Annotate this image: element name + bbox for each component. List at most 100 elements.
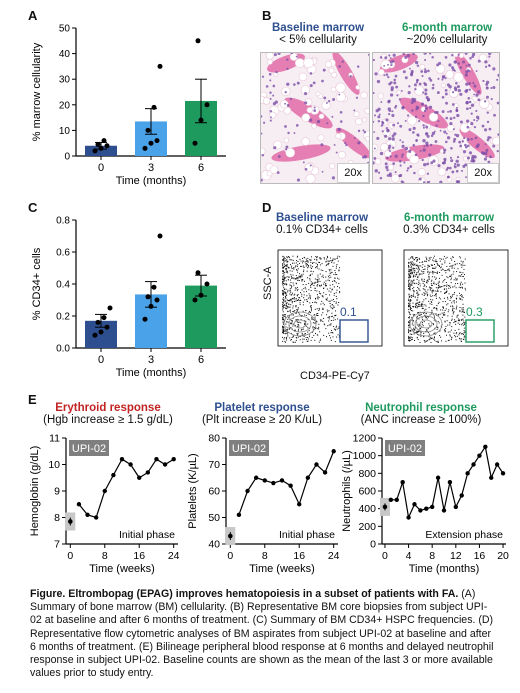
flow-event bbox=[309, 297, 311, 299]
flow-event bbox=[437, 264, 439, 266]
marrow-cell bbox=[261, 178, 263, 182]
flow-event bbox=[330, 276, 332, 278]
flow-event bbox=[322, 296, 324, 298]
flow-contour bbox=[409, 311, 443, 337]
flow-event bbox=[441, 263, 443, 265]
marrow-cell bbox=[286, 103, 290, 107]
flow-event bbox=[304, 261, 306, 263]
flow-event bbox=[329, 274, 331, 276]
data-point bbox=[101, 315, 107, 321]
flow-event bbox=[442, 258, 444, 260]
marrow-cell bbox=[472, 53, 476, 56]
flow-event bbox=[433, 260, 435, 262]
data-point bbox=[192, 297, 198, 303]
flow-event bbox=[304, 299, 306, 301]
marrow-cell bbox=[376, 79, 381, 84]
flow-event bbox=[446, 276, 448, 278]
marrow-cell bbox=[284, 125, 287, 128]
flow-event bbox=[413, 269, 415, 271]
flow-event bbox=[282, 276, 284, 278]
flow-event bbox=[297, 333, 299, 335]
flow-event bbox=[450, 295, 452, 297]
flow-event bbox=[457, 268, 459, 270]
flow-event bbox=[463, 327, 465, 329]
flow-event bbox=[438, 284, 440, 286]
flow-event bbox=[295, 298, 297, 300]
flow-event bbox=[291, 314, 293, 316]
flow-event bbox=[446, 296, 448, 298]
flow-event bbox=[424, 304, 426, 306]
flow-event bbox=[410, 336, 412, 338]
marrow-cell bbox=[422, 126, 425, 129]
data-point bbox=[204, 102, 210, 108]
flow-event bbox=[283, 314, 285, 316]
flow-event bbox=[419, 341, 421, 343]
flow-event bbox=[421, 261, 423, 263]
flow-event bbox=[297, 324, 299, 326]
marrow-cell bbox=[487, 160, 491, 164]
marrow-cell bbox=[422, 91, 425, 94]
flow-event bbox=[309, 259, 311, 261]
flow-event bbox=[297, 288, 299, 290]
flow-event bbox=[455, 298, 457, 300]
magnification-label: 20x bbox=[337, 163, 369, 183]
flow-event bbox=[409, 273, 411, 275]
flow-event bbox=[287, 310, 289, 312]
flow-event bbox=[419, 304, 421, 306]
marrow-cell bbox=[422, 114, 425, 118]
marrow-cell bbox=[393, 81, 397, 85]
marrow-cell bbox=[400, 89, 403, 92]
series-point bbox=[305, 475, 311, 480]
marrow-cell bbox=[444, 92, 448, 96]
marrow-cell bbox=[270, 116, 272, 119]
flow-event bbox=[455, 277, 457, 279]
marrow-cell bbox=[437, 77, 440, 80]
platelet-subtitle: (Plt increase ≥ 20 K/uL) bbox=[201, 414, 323, 426]
marrow-cell bbox=[376, 136, 380, 141]
flow-event bbox=[434, 276, 436, 278]
flow-event bbox=[418, 325, 420, 327]
flow-event bbox=[416, 306, 418, 308]
flow-event bbox=[330, 272, 332, 274]
marrow-cell bbox=[487, 136, 491, 140]
flow-event bbox=[430, 338, 432, 340]
flow-event bbox=[452, 256, 454, 258]
flow-event bbox=[289, 310, 291, 312]
marrow-cell bbox=[466, 119, 470, 123]
fat-vacuole bbox=[285, 147, 296, 158]
flow-event bbox=[291, 265, 293, 267]
flow-event bbox=[462, 283, 464, 285]
marrow-cell bbox=[439, 180, 443, 183]
x-tick-label: 4 bbox=[406, 550, 412, 562]
flow-event bbox=[433, 307, 435, 309]
flow-event bbox=[408, 270, 410, 272]
fat-vacuole bbox=[396, 89, 402, 95]
flow-event bbox=[297, 336, 299, 338]
flow-event bbox=[318, 307, 320, 309]
marrow-cell bbox=[349, 75, 352, 78]
flow-event bbox=[419, 285, 421, 287]
flow-event bbox=[282, 285, 284, 287]
flow-event bbox=[283, 329, 285, 331]
marrow-cell bbox=[284, 90, 287, 94]
marrow-cell bbox=[390, 64, 393, 67]
flow-event bbox=[424, 340, 426, 342]
flow-event bbox=[410, 264, 412, 266]
flow-event bbox=[444, 262, 446, 264]
flow-event bbox=[440, 286, 442, 288]
flow-event bbox=[312, 327, 314, 329]
flow-event bbox=[428, 279, 430, 281]
data-point bbox=[151, 284, 157, 290]
flow-event bbox=[326, 336, 328, 338]
flow-event bbox=[295, 337, 297, 339]
flow-event bbox=[427, 280, 429, 282]
marrow-cell bbox=[362, 129, 365, 132]
flow-event bbox=[418, 267, 420, 269]
flow-event bbox=[305, 260, 307, 262]
flow-event bbox=[410, 257, 412, 259]
flow-event bbox=[305, 284, 307, 286]
flow-event bbox=[451, 267, 453, 269]
marrow-cell bbox=[418, 82, 422, 86]
flow-event bbox=[323, 292, 325, 294]
flow-event bbox=[442, 309, 444, 311]
